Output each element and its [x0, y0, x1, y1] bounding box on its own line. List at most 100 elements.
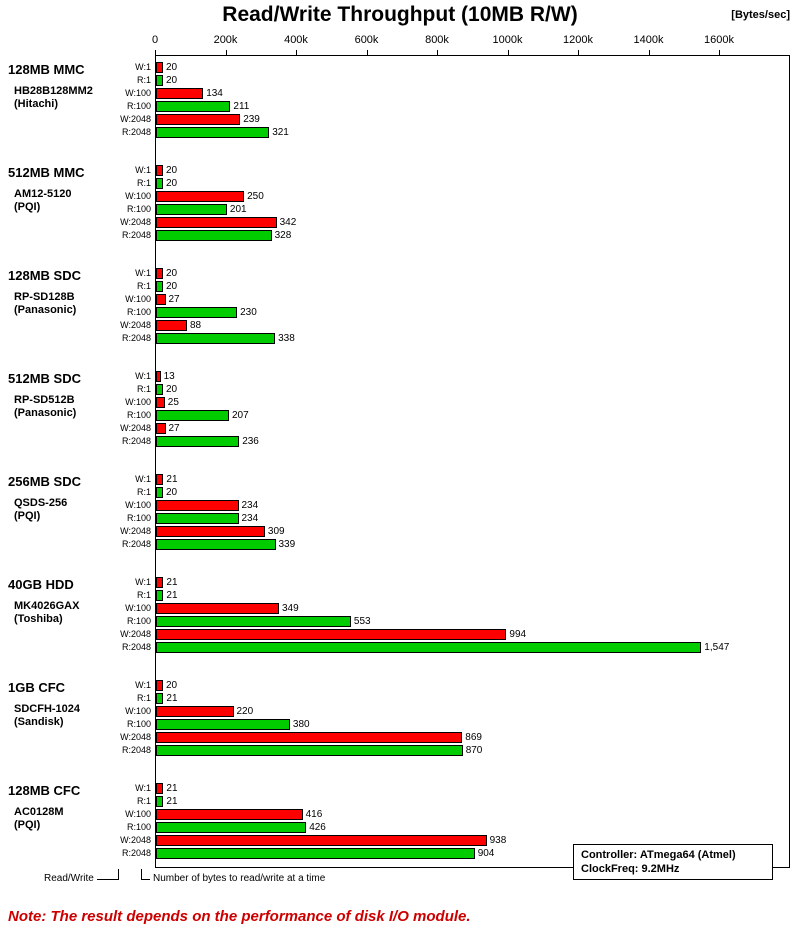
- read-bar: [156, 616, 351, 627]
- write-bar: [156, 603, 279, 614]
- bar-row: R:1 21: [0, 795, 800, 808]
- device-name: 512MB SDC: [8, 371, 81, 386]
- device-model: RP-SD512B: [14, 394, 75, 406]
- device-group: 1GB CFC SDCFH-1024 (Sandisk) W:1 20 R:1 21 W:10…: [0, 679, 800, 757]
- read-bar: [156, 230, 272, 241]
- bar-row-label: W:2048: [120, 526, 151, 536]
- bar-row-label: W:100: [125, 397, 151, 407]
- bar-row: R:100 553: [0, 615, 800, 628]
- bar-row-label: W:100: [125, 603, 151, 613]
- device-model: QSDS-256: [14, 497, 68, 509]
- bar-row-label: W:2048: [120, 732, 151, 742]
- bar-row-label: W:1: [135, 577, 151, 587]
- bar-value-label: 20: [166, 75, 178, 86]
- device-model: HB28B128MM2: [14, 85, 93, 97]
- device-name: 128MB SDC: [8, 268, 81, 283]
- write-bar: [156, 474, 164, 485]
- bar-row: R:2048 236: [0, 435, 800, 448]
- bar-row-label: R:1: [136, 178, 151, 188]
- bar-row-label: W:1: [135, 783, 151, 793]
- bar-row: W:2048 239: [0, 113, 800, 126]
- bar-value-label: 553: [353, 616, 371, 627]
- write-bar: [156, 191, 245, 202]
- groups-container: 128MB MMC HB28B128MM2 (Hitachi) W:1 20 R:1 20 W…: [0, 61, 800, 885]
- bar-row-label: R:2048: [121, 539, 151, 549]
- bar-value-label: 220: [236, 706, 254, 717]
- device-maker: (Panasonic): [14, 407, 77, 419]
- bar-row: W:2048 342: [0, 216, 800, 229]
- bar-row: R:2048 339: [0, 538, 800, 551]
- bar-row: W:2048 309: [0, 525, 800, 538]
- device-group: 128MB CFC AC0128M (PQI) W:1 21 R:1 21 W:100 416 R…: [0, 782, 800, 860]
- bar-row: R:2048 1,547: [0, 641, 800, 654]
- bar-value-label: 1,547: [704, 642, 730, 653]
- write-bar: [156, 217, 277, 228]
- bar-value-label: 25: [167, 397, 179, 408]
- device-name: 1GB CFC: [8, 680, 66, 695]
- bar-value-label: 20: [166, 62, 178, 73]
- bar-row: W:1 21: [0, 576, 800, 589]
- write-bar: [156, 397, 165, 408]
- write-bar: [156, 577, 164, 588]
- bar-row: R:2048 321: [0, 126, 800, 139]
- device-group: 512MB SDC RP-SD512B (Panasonic) W:1 13 R:1 20 W…: [0, 370, 800, 448]
- x-tick-mark: [225, 50, 227, 55]
- bar-value-label: 904: [477, 848, 495, 859]
- bar-row-label: R:100: [126, 101, 151, 111]
- bar-row: W:100 416: [0, 808, 800, 821]
- bar-row-label: W:1: [135, 474, 151, 484]
- bar-value-label: 20: [166, 178, 178, 189]
- bar-row-label: W:100: [125, 809, 151, 819]
- x-tick-mark: [507, 50, 509, 55]
- device-maker: (PQI): [14, 510, 41, 522]
- chart-title: Read/Write Throughput (10MB R/W): [222, 3, 578, 26]
- bar-row: R:1 20: [0, 74, 800, 87]
- write-bar: [156, 268, 163, 279]
- bar-row: W:2048 869: [0, 731, 800, 744]
- device-label: 512MB MMC AM12-5120 (PQI): [8, 165, 154, 214]
- bar-value-label: 321: [272, 127, 289, 138]
- device-name: 128MB CFC: [8, 783, 81, 798]
- bar-row-label: R:2048: [121, 848, 151, 858]
- bar-row: R:100 230: [0, 306, 800, 319]
- bar-row: W:1 20: [0, 61, 800, 74]
- bar-row: W:100 234: [0, 499, 800, 512]
- device-name: 128MB MMC: [8, 62, 85, 77]
- read-bar: [156, 281, 163, 292]
- x-tick-label: 800k: [425, 34, 449, 46]
- bar-value-label: 239: [243, 114, 260, 125]
- bar-row-label: R:100: [126, 307, 151, 317]
- bar-row: R:100 380: [0, 718, 800, 731]
- bar-row-label: R:100: [126, 616, 151, 626]
- bar-row: R:1 20: [0, 280, 800, 293]
- bar-row: R:1 20: [0, 486, 800, 499]
- device-name: 256MB SDC: [8, 474, 81, 489]
- bar-row: W:2048 27: [0, 422, 800, 435]
- write-bar: [156, 629, 507, 640]
- bar-row-label: R:1: [136, 281, 151, 291]
- bar-value-label: 250: [247, 191, 264, 202]
- read-bar: [156, 513, 239, 524]
- bar-row: W:100 25: [0, 396, 800, 409]
- bar-row: W:100 349: [0, 602, 800, 615]
- bar-value-label: 349: [282, 603, 299, 614]
- clockfreq-line: ClockFreq: 9.2MHz: [581, 863, 680, 875]
- bar-row: R:2048 338: [0, 332, 800, 345]
- read-bar: [156, 848, 475, 859]
- device-label: 128MB SDC RP-SD128B (Panasonic): [8, 268, 154, 317]
- bar-value-label: 21: [166, 796, 178, 807]
- device-label: 256MB SDC QSDS-256 (PQI): [8, 474, 154, 523]
- bar-value-label: 338: [278, 333, 295, 344]
- bar-value-label: 230: [240, 307, 257, 318]
- write-bar: [156, 62, 163, 73]
- read-bar: [156, 642, 702, 653]
- bar-row-label: W:100: [125, 88, 151, 98]
- x-tick-mark: [366, 50, 368, 55]
- read-bar: [156, 436, 240, 447]
- device-model: AC0128M: [14, 806, 64, 818]
- bar-value-label: 20: [166, 384, 178, 395]
- bar-value-label: 380: [292, 719, 310, 730]
- bar-value-label: 342: [279, 217, 297, 228]
- write-bar: [156, 320, 187, 331]
- read-bar: [156, 178, 163, 189]
